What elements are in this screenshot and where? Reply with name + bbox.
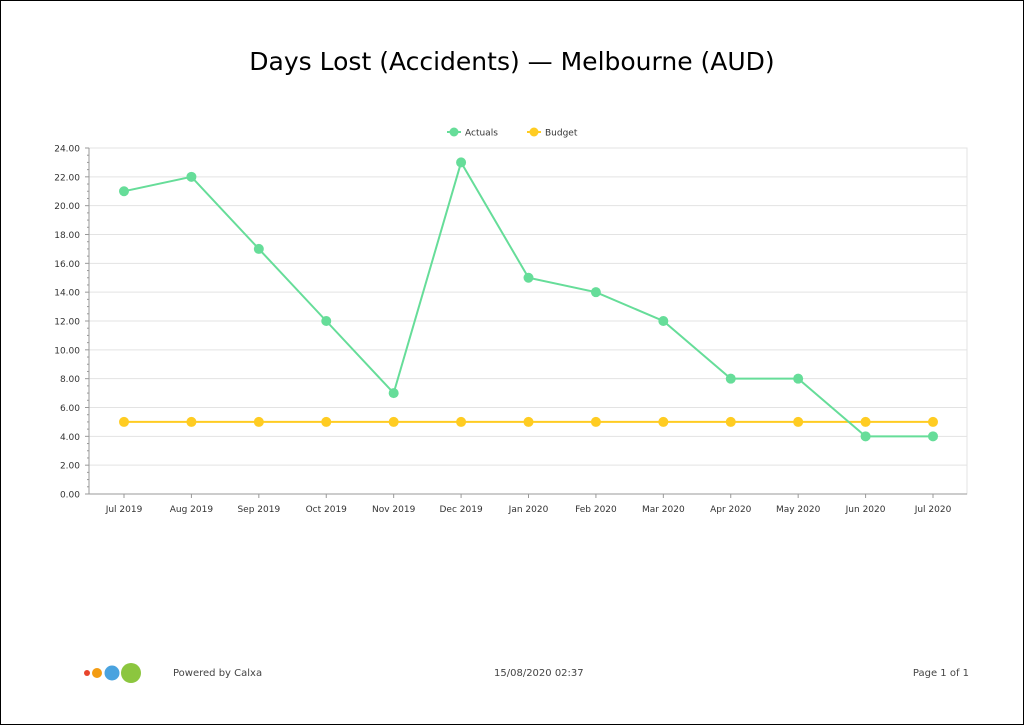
series-layer	[119, 157, 938, 442]
x-tick-label: Jul 2020	[914, 505, 952, 515]
actuals-point	[388, 388, 399, 399]
line-chart: Actuals Budget 0.00 2.00 4.00 6.00 8.00 10.00 1…	[54, 127, 968, 515]
calxa-logo	[84, 663, 141, 683]
actuals-point	[658, 316, 669, 326]
budget-point	[658, 416, 669, 427]
actuals-point	[928, 431, 938, 442]
budget-point	[523, 416, 534, 427]
legend-actuals-label: Actuals	[465, 129, 498, 139]
x-tick-label: Jan 2020	[508, 505, 549, 515]
logo-dot	[84, 670, 90, 676]
y-tick-label: 22.00	[54, 173, 80, 183]
logo-dot	[121, 663, 141, 683]
x-tick-label: Aug 2019	[170, 505, 214, 515]
y-tick-label: 24.00	[54, 145, 80, 155]
x-tick-label: Dec 2019	[439, 505, 482, 515]
x-tick-label: Feb 2020	[575, 505, 617, 515]
x-tick-label: Mar 2020	[642, 505, 685, 515]
budget-point	[725, 416, 736, 427]
y-tick-label: 0.00	[60, 491, 80, 501]
actuals-point	[186, 171, 197, 182]
actuals-point	[119, 186, 129, 197]
legend-actuals-marker	[449, 127, 459, 137]
chart-title: Days Lost (Accidents) — Melbourne (AUD)	[249, 47, 775, 76]
y-tick-label: 20.00	[54, 202, 80, 212]
page-number: Page 1 of 1	[912, 668, 969, 679]
actuals-point	[321, 316, 332, 326]
actuals-point	[793, 373, 804, 384]
x-tick-label: Jun 2020	[845, 505, 886, 515]
budget-point	[860, 416, 871, 427]
budget-point	[590, 416, 601, 427]
x-tick-label: May 2020	[776, 505, 821, 515]
logo-dot	[92, 668, 102, 678]
budget-point	[928, 416, 938, 427]
x-tick-label: Sep 2019	[237, 505, 280, 515]
y-tick-label: 4.00	[60, 433, 80, 443]
logo-dot	[104, 665, 120, 681]
actuals-point	[253, 243, 264, 254]
gridlines	[88, 147, 968, 495]
axes: 0.00 2.00 4.00 6.00 8.00 10.00 12.00 14.00 16.00…	[54, 145, 967, 515]
y-tick-label: 2.00	[60, 462, 80, 472]
y-tick-label: 10.00	[54, 346, 80, 356]
budget-point	[253, 416, 264, 427]
budget-point	[456, 416, 467, 427]
actuals-line	[123, 159, 933, 438]
x-tick-label: Apr 2020	[710, 505, 752, 515]
budget-point	[388, 416, 399, 427]
actuals-point	[860, 431, 871, 442]
y-tick-label: 16.00	[54, 260, 80, 270]
y-tick-label: 12.00	[54, 318, 80, 328]
legend-budget-marker	[529, 127, 539, 137]
timestamp: 15/08/2020 02:37	[494, 668, 584, 679]
budget-point	[186, 416, 197, 427]
actuals-point	[725, 373, 736, 384]
budget-point	[793, 416, 804, 427]
budget-point	[119, 416, 129, 427]
x-tick-label: Nov 2019	[372, 505, 416, 515]
powered-by-text: Powered by Calxa	[173, 668, 263, 679]
y-tick-label: 6.00	[60, 404, 80, 414]
y-tick-label: 14.00	[54, 289, 80, 299]
chart-legend: Actuals Budget	[447, 127, 578, 139]
actuals-point	[523, 272, 534, 283]
x-tick-label: Jul 2019	[105, 505, 143, 515]
budget-point	[321, 416, 332, 427]
y-tick-label: 18.00	[54, 231, 80, 241]
y-tick-label: 8.00	[60, 375, 80, 385]
actuals-point	[590, 287, 601, 298]
legend-budget-label: Budget	[545, 129, 578, 139]
actuals-point	[456, 157, 467, 168]
x-tick-label: Oct 2019	[306, 505, 348, 515]
